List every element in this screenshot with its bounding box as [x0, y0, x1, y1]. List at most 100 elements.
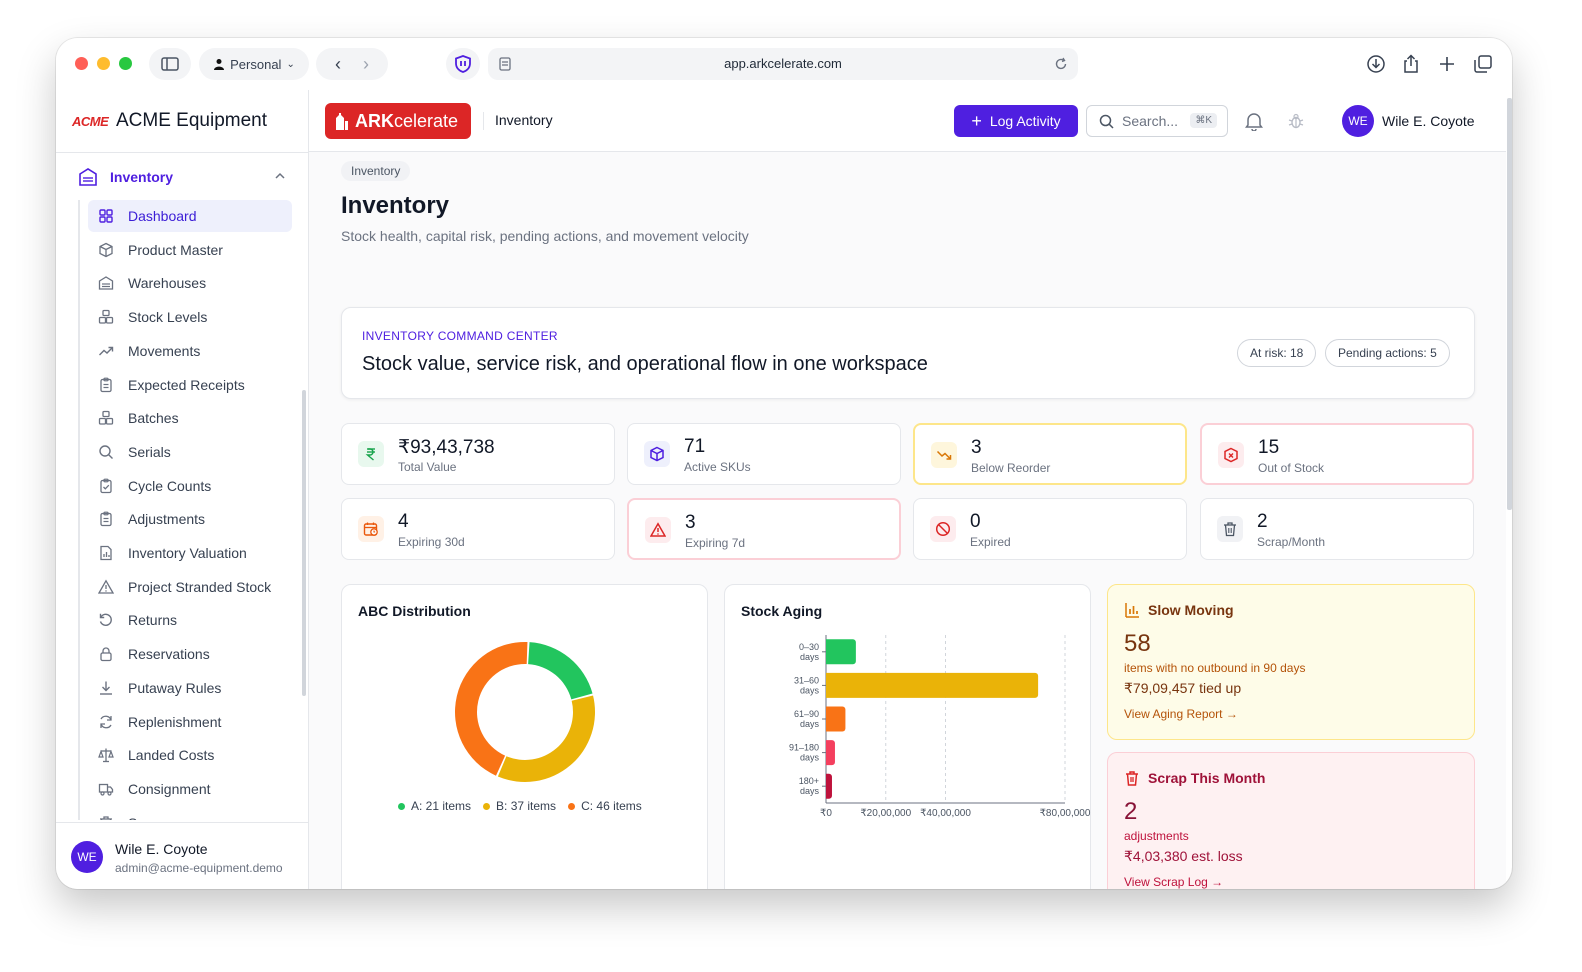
log-activity-label: Log Activity: [989, 113, 1061, 129]
kpi-card-expiring-30d[interactable]: 4 Expiring 30d: [341, 498, 615, 560]
zoom-window-button[interactable]: [119, 57, 132, 70]
abc-slice-a[interactable]: [528, 642, 593, 700]
main-content: Inventory Inventory Stock health, capita…: [309, 152, 1506, 889]
sidebar-item-expected-receipts[interactable]: Expected Receipts: [88, 369, 292, 401]
aging-bar[interactable]: [826, 672, 1039, 698]
sidebar-scrollbar[interactable]: [302, 390, 306, 696]
kpi-card-out-of-stock[interactable]: 15 Out of Stock: [1200, 423, 1474, 485]
sidebar-item-label: Putaway Rules: [128, 679, 222, 696]
sidebar-item-batches[interactable]: Batches: [88, 402, 292, 434]
view-scrap-log-link[interactable]: View Scrap Log →: [1124, 875, 1224, 889]
chevron-up-icon[interactable]: [274, 169, 286, 185]
sidebar-item-label: Inventory Valuation: [128, 545, 247, 561]
kpi-card-below-reorder[interactable]: 3 Below Reorder: [913, 423, 1187, 485]
profile-label: Personal: [230, 56, 282, 72]
new-tab-icon[interactable]: [1435, 52, 1459, 76]
sidebar: ACME ACME Equipment Inventory Dashboard P…: [56, 90, 309, 889]
search-icon: [1099, 114, 1114, 129]
page-icon: [499, 57, 511, 71]
package-x-icon: [1218, 442, 1244, 468]
extension-button[interactable]: [446, 48, 480, 80]
header-separator: [483, 112, 484, 130]
warning-icon: [98, 579, 114, 595]
sidebar-item-movements[interactable]: Movements: [88, 335, 292, 367]
reload-icon[interactable]: [1054, 57, 1068, 71]
kpi-card-total-value[interactable]: ₹93,43,738 Total Value: [341, 423, 615, 485]
y-tick-label: 91–180: [789, 743, 819, 753]
sidebar-item-warehouses[interactable]: Warehouses: [88, 267, 292, 299]
sidebar-item-replenishment[interactable]: Replenishment: [88, 706, 292, 738]
aging-bar[interactable]: [826, 639, 856, 665]
header-user-menu[interactable]: WE Wile E. Coyote: [1342, 105, 1475, 137]
boxes-icon: [98, 410, 114, 426]
forward-icon[interactable]: ›: [363, 53, 369, 74]
kpi-card-expired[interactable]: 0 Expired: [913, 498, 1187, 560]
abc-slice-c[interactable]: [454, 642, 528, 776]
bug-icon[interactable]: [1285, 110, 1307, 132]
sidebar-divider: [56, 152, 309, 153]
pending-actions-chip[interactable]: Pending actions: 5: [1325, 339, 1450, 367]
sidebar-item-label: Serials: [128, 443, 171, 460]
sidebar-item-label: Replenishment: [128, 713, 222, 730]
kpi-card-expiring-7d[interactable]: 3 Expiring 7d: [627, 498, 901, 560]
abc-legend-item: C: 46 items: [568, 799, 642, 813]
kpi-label: Out of Stock: [1258, 461, 1325, 475]
sidebar-item-project-stranded-stock[interactable]: Project Stranded Stock: [88, 571, 292, 603]
aging-bar[interactable]: [826, 773, 832, 799]
main-scrollbar[interactable]: [1507, 98, 1512, 510]
address-bar[interactable]: app.arkcelerate.com: [488, 48, 1078, 80]
sidebar-item-reservations[interactable]: Reservations: [88, 638, 292, 670]
aging-bar[interactable]: [826, 740, 835, 766]
breadcrumb[interactable]: Inventory: [341, 161, 411, 181]
sidebar-item-stock-levels[interactable]: Stock Levels: [88, 301, 292, 333]
sidebar-item-landed-costs[interactable]: Landed Costs: [88, 739, 292, 771]
kpi-card-active-skus[interactable]: 71 Active SKUs: [627, 423, 901, 485]
org-logo: ACME: [72, 113, 109, 129]
minimize-window-button[interactable]: [97, 57, 110, 70]
sidebar-item-consignment[interactable]: Consignment: [88, 773, 292, 805]
sidebar-item-product-master[interactable]: Product Master: [88, 234, 292, 266]
app-logo[interactable]: ARK celerate: [325, 103, 471, 139]
sidebar-item-adjustments[interactable]: Adjustments: [88, 503, 292, 535]
sidebar-group-inventory[interactable]: Inventory: [78, 162, 294, 192]
abc-slice-b[interactable]: [497, 695, 595, 782]
sidebar-item-inventory-valuation[interactable]: Inventory Valuation: [88, 537, 292, 569]
sidebar-item-serials[interactable]: Serials: [88, 436, 292, 468]
abc-donut-chart: [454, 642, 595, 782]
header-breadcrumb[interactable]: Inventory: [495, 112, 553, 128]
aging-bar[interactable]: [826, 706, 846, 732]
sidebar-toggle-button[interactable]: [149, 48, 191, 80]
back-icon[interactable]: ‹: [335, 53, 341, 74]
bell-icon[interactable]: [1243, 110, 1265, 132]
org-name: ACME Equipment: [116, 110, 268, 131]
profile-button[interactable]: Personal ⌄: [199, 48, 309, 80]
sidebar-item-cycle-counts[interactable]: Cycle Counts: [88, 470, 292, 502]
kpi-card-scrap-month[interactable]: 2 Scrap/Month: [1200, 498, 1474, 560]
sidebar-item-label: Reservations: [128, 646, 210, 663]
sidebar-item-scrap[interactable]: Scrap: [88, 807, 292, 820]
share-icon[interactable]: [1399, 52, 1423, 76]
org-brand[interactable]: ACME ACME Equipment: [72, 110, 267, 132]
grid-icon: [98, 208, 114, 224]
kpi-value: 3: [971, 437, 982, 458]
box-icon: [98, 242, 114, 258]
sidebar-item-label: Scrap: [128, 815, 165, 820]
app-header: ARK celerate Inventory + Log Activity Sea…: [309, 90, 1506, 152]
tabs-overview-icon[interactable]: [1471, 52, 1495, 76]
close-window-button[interactable]: [75, 57, 88, 70]
sidebar-item-dashboard[interactable]: Dashboard: [88, 200, 292, 232]
sidebar-nav-list: Dashboard Product Master Warehouses Stock L…: [78, 200, 296, 820]
at-risk-chip[interactable]: At risk: 18: [1237, 339, 1317, 367]
person-icon: [214, 59, 225, 70]
download-icon[interactable]: [1364, 52, 1388, 76]
search-input[interactable]: Search... ⌘K: [1086, 105, 1228, 137]
sidebar-item-putaway-rules[interactable]: Putaway Rules: [88, 672, 292, 704]
aging-title: Stock Aging: [741, 603, 823, 619]
log-activity-button[interactable]: + Log Activity: [954, 105, 1078, 137]
sidebar-item-returns[interactable]: Returns: [88, 604, 292, 636]
y-tick-label: 61–90: [794, 709, 819, 719]
clipboard-icon: [98, 511, 114, 527]
sidebar-user[interactable]: WE Wile E. Coyote admin@acme-equipment.d…: [56, 822, 309, 889]
sidebar-user-email: admin@acme-equipment.demo: [115, 861, 283, 875]
view-aging-report-link[interactable]: View Aging Report →: [1124, 707, 1238, 721]
